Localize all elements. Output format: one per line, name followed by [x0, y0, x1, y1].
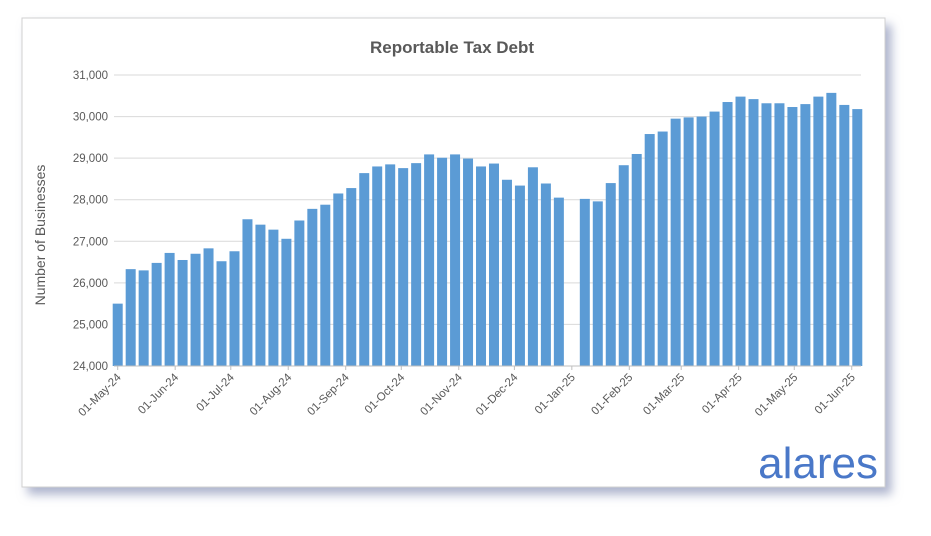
bar: [774, 103, 785, 367]
bar: [605, 183, 616, 366]
bar: [385, 164, 396, 366]
bar: [216, 261, 227, 366]
bar: [748, 99, 759, 367]
bar: [242, 219, 253, 366]
bar: [372, 166, 383, 366]
y-tick-label: 31,000: [73, 70, 108, 82]
logo: alares: [758, 439, 878, 488]
y-tick-label: 30,000: [73, 112, 108, 124]
bar: [268, 229, 279, 366]
bar: [463, 158, 474, 366]
bar: [307, 208, 318, 366]
bar: [203, 248, 214, 366]
bar: [826, 92, 837, 366]
bar: [125, 269, 136, 366]
bar: [657, 131, 668, 366]
bar: [501, 179, 512, 366]
bar: [398, 168, 409, 366]
bar: [229, 251, 240, 366]
bar: [696, 116, 707, 366]
bar: [112, 303, 123, 366]
chart-title: Reportable Tax Debt: [370, 38, 534, 57]
bar: [514, 185, 525, 366]
bar: [346, 188, 357, 366]
bar: [592, 201, 603, 366]
bar: [255, 224, 266, 366]
bar: [320, 204, 331, 366]
y-tick-label: 24,000: [73, 361, 108, 373]
bar: [787, 107, 798, 366]
bar: [333, 193, 344, 366]
bar: [424, 154, 435, 366]
bar: [476, 166, 487, 366]
bar: [579, 198, 590, 366]
bar: [177, 259, 188, 366]
y-tick-label: 26,000: [73, 278, 108, 290]
bar: [722, 102, 733, 367]
bar: [411, 163, 422, 366]
bar: [644, 134, 655, 366]
bar: [618, 165, 629, 366]
y-tick-label: 29,000: [73, 153, 108, 165]
bar: [813, 96, 824, 367]
bar: [683, 117, 694, 366]
bar: [839, 104, 850, 366]
bar: [735, 96, 746, 367]
y-axis-label: Number of Businesses: [32, 165, 48, 306]
bar: [540, 183, 551, 366]
bar: [709, 111, 720, 366]
bar: [631, 153, 642, 366]
bar: [761, 103, 772, 367]
bar: [800, 104, 811, 366]
bar: [670, 118, 681, 367]
y-tick-label: 25,000: [73, 319, 108, 331]
y-tick-label: 28,000: [73, 195, 108, 207]
bar: [151, 262, 162, 366]
bar: [164, 252, 175, 366]
bar: [138, 270, 149, 366]
bar: [488, 163, 499, 366]
y-tick-label: 27,000: [73, 236, 108, 248]
bar: [527, 167, 538, 366]
bar: [281, 238, 292, 366]
bar: [190, 253, 201, 366]
bar: [437, 157, 448, 366]
bar: [852, 109, 863, 367]
bar: [294, 220, 305, 366]
bar: [553, 197, 564, 366]
bar: [359, 173, 370, 366]
bar: [450, 154, 461, 366]
